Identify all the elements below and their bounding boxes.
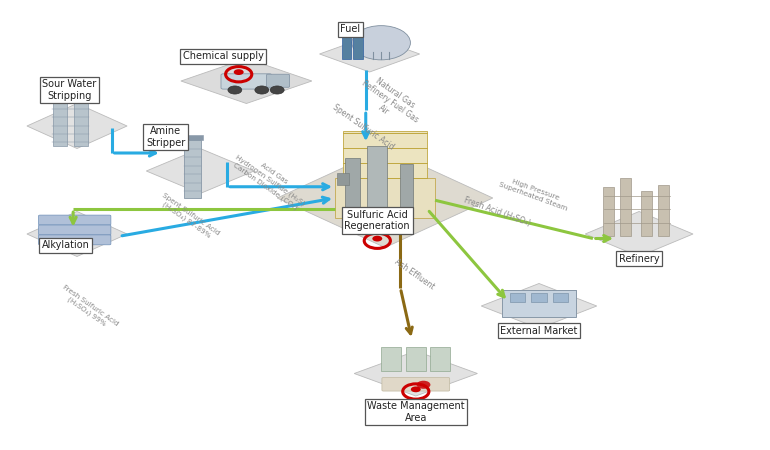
Text: Refinery: Refinery: [619, 254, 659, 264]
FancyBboxPatch shape: [400, 164, 413, 216]
Polygon shape: [146, 148, 254, 194]
FancyBboxPatch shape: [221, 74, 272, 89]
FancyBboxPatch shape: [531, 292, 547, 302]
FancyBboxPatch shape: [345, 158, 360, 216]
Text: Chemical supply: Chemical supply: [182, 51, 264, 61]
FancyBboxPatch shape: [53, 101, 67, 146]
FancyBboxPatch shape: [38, 235, 111, 245]
Text: Amine
Stripper: Amine Stripper: [146, 126, 185, 148]
Circle shape: [352, 26, 410, 60]
FancyBboxPatch shape: [353, 32, 363, 58]
Polygon shape: [481, 284, 597, 328]
Circle shape: [255, 86, 269, 94]
FancyBboxPatch shape: [406, 346, 426, 371]
Text: Waste Management
Area: Waste Management Area: [367, 401, 464, 423]
Polygon shape: [277, 148, 493, 248]
FancyBboxPatch shape: [335, 178, 435, 218]
FancyBboxPatch shape: [430, 346, 450, 371]
Text: Fuel: Fuel: [340, 24, 360, 34]
Polygon shape: [27, 212, 127, 256]
Circle shape: [417, 381, 430, 389]
Text: Spent Sulfuric Acid: Spent Sulfuric Acid: [331, 103, 396, 151]
FancyBboxPatch shape: [184, 140, 201, 198]
Circle shape: [373, 236, 382, 242]
FancyBboxPatch shape: [343, 130, 427, 178]
Circle shape: [234, 69, 243, 75]
Text: Fresh Acid (H₂SO₄): Fresh Acid (H₂SO₄): [462, 195, 531, 228]
Polygon shape: [181, 58, 312, 104]
FancyBboxPatch shape: [342, 26, 351, 59]
Text: Fresh Sulfuric Acid
(H₂SO₄) 99%: Fresh Sulfuric Acid (H₂SO₄) 99%: [58, 284, 119, 333]
FancyBboxPatch shape: [38, 215, 111, 225]
FancyBboxPatch shape: [620, 178, 631, 236]
FancyBboxPatch shape: [510, 292, 525, 302]
Circle shape: [411, 387, 420, 392]
FancyBboxPatch shape: [337, 173, 349, 184]
Polygon shape: [585, 212, 693, 256]
Text: Spent Sulfuric Acid
(H₂SO₄) 87-89%: Spent Sulfuric Acid (H₂SO₄) 87-89%: [157, 192, 220, 242]
Text: Acid Gas
Hydrogen Sulfide (H₂S)
Carbon Dioxide (CO₂): Acid Gas Hydrogen Sulfide (H₂S) Carbon D…: [229, 148, 310, 212]
FancyBboxPatch shape: [381, 346, 401, 371]
Text: High Pressure
Superheated Steam: High Pressure Superheated Steam: [498, 175, 571, 212]
FancyBboxPatch shape: [74, 101, 88, 146]
FancyBboxPatch shape: [367, 146, 387, 216]
Text: Alkylation: Alkylation: [42, 240, 89, 250]
FancyBboxPatch shape: [658, 184, 669, 236]
Polygon shape: [354, 351, 477, 396]
FancyBboxPatch shape: [266, 74, 290, 87]
Text: External Market: External Market: [500, 326, 578, 336]
Polygon shape: [27, 104, 127, 148]
Circle shape: [270, 86, 284, 94]
Text: Ash Effluent: Ash Effluent: [393, 257, 436, 292]
FancyBboxPatch shape: [603, 187, 614, 236]
Text: Sulfuric Acid
Regeneration: Sulfuric Acid Regeneration: [344, 210, 410, 231]
FancyBboxPatch shape: [502, 290, 576, 317]
FancyBboxPatch shape: [553, 292, 568, 302]
FancyBboxPatch shape: [641, 191, 652, 236]
Circle shape: [228, 86, 242, 94]
FancyBboxPatch shape: [182, 135, 203, 140]
FancyBboxPatch shape: [38, 225, 111, 235]
Text: Natural Gas
Refinery Fuel Gas
Air: Natural Gas Refinery Fuel Gas Air: [353, 70, 426, 133]
Polygon shape: [320, 36, 420, 72]
FancyBboxPatch shape: [382, 378, 450, 391]
Text: Sour Water
Stripping: Sour Water Stripping: [42, 79, 96, 101]
